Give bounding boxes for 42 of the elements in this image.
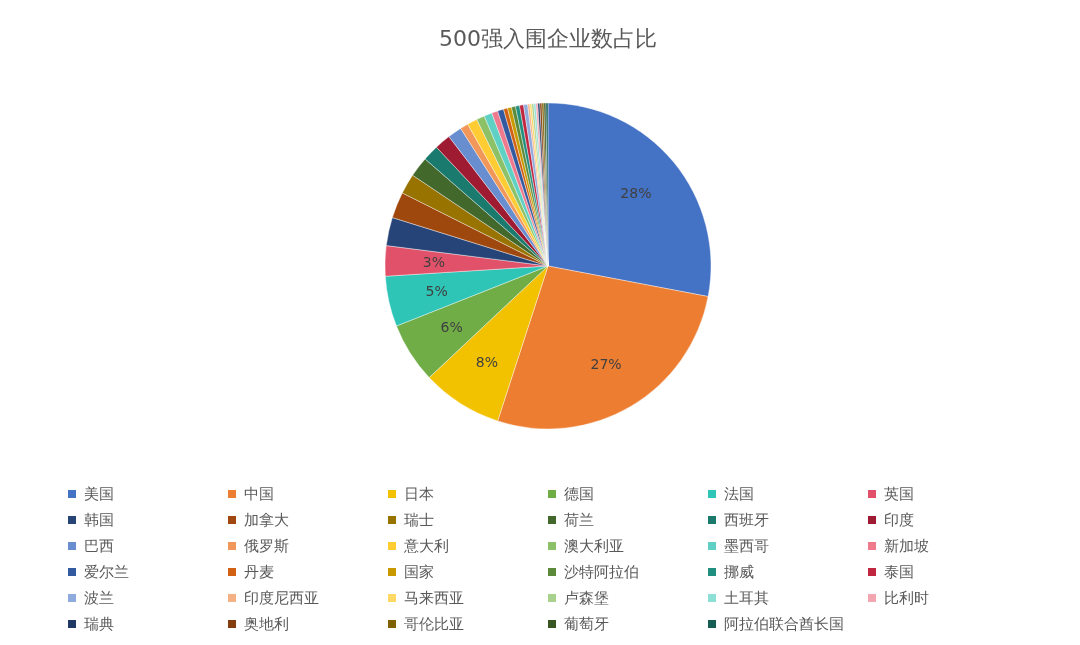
data-label: 6% [440,319,463,336]
chart-title: 500强入围企业数占比 [439,26,657,51]
data-label: 8% [475,354,498,371]
legend-label: 墨西哥 [724,537,769,556]
legend-label: 爱尔兰 [84,563,129,582]
legend-label: 波兰 [84,589,114,608]
legend-label: 韩国 [84,511,114,530]
legend-label: 法国 [724,485,754,504]
legend-label: 挪威 [724,563,754,582]
legend-label: 丹麦 [244,563,274,582]
legend-label: 英国 [884,485,914,504]
legend-label: 荷兰 [564,511,594,530]
legend-label: 印度尼西亚 [244,589,319,608]
legend-label: 中国 [244,485,274,504]
legend-label: 西班牙 [724,511,769,530]
legend-label: 比利时 [884,589,929,608]
legend-label: 俄罗斯 [244,537,289,556]
legend-label: 卢森堡 [564,589,609,608]
legend-label: 国家 [404,563,434,582]
legend-label: 泰国 [884,563,914,582]
data-label: 3% [422,254,446,271]
legend-label: 美国 [84,485,114,504]
legend-label: 日本 [404,485,434,504]
legend-label: 马来西亚 [404,589,464,608]
legend-label: 澳大利亚 [564,537,624,556]
legend-label: 意大利 [403,537,449,556]
legend-label: 德国 [564,485,594,504]
legend-label: 巴西 [84,537,114,556]
legend-label: 葡萄牙 [564,615,609,634]
legend-label: 瑞士 [404,511,434,530]
legend-label: 加拿大 [244,511,289,530]
legend-label: 哥伦比亚 [404,615,464,634]
data-label: 27% [590,356,622,373]
legend-label: 土耳其 [724,589,769,608]
legend-label: 阿拉伯联合酋长国 [724,615,844,634]
legend-label: 奥地利 [244,615,289,634]
legend-label: 印度 [884,511,914,530]
data-label: 5% [425,282,448,299]
legend-label: 新加坡 [884,537,929,556]
legend-label: 瑞典 [84,615,114,634]
legend-label: 沙特阿拉伯 [564,563,639,582]
data-label: 28% [620,185,652,202]
